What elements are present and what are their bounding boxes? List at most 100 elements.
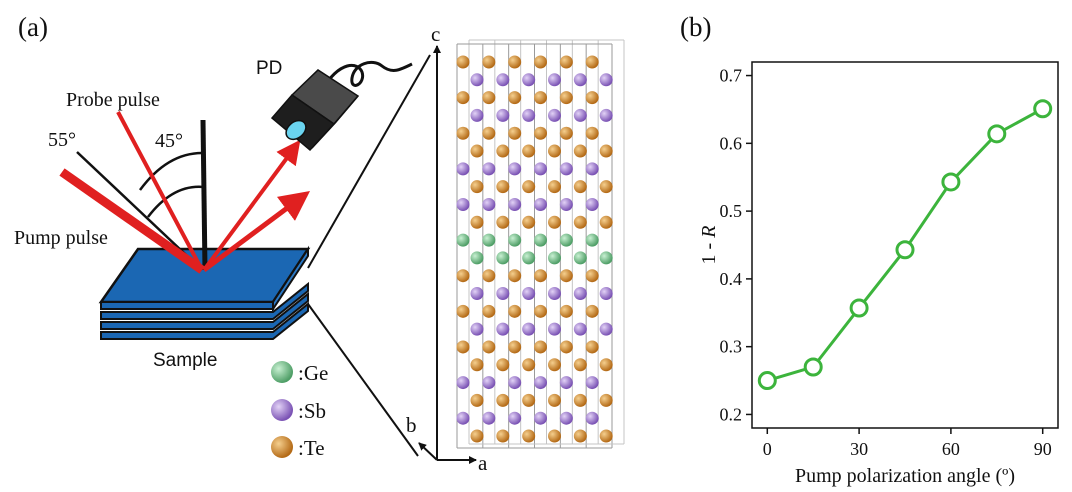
y-axis-label-variable: R — [698, 226, 720, 239]
chart-ticks: 0 30 60 90 0.2 0.3 0.4 0.5 0.6 0.7 — [720, 66, 1052, 459]
ge-atom — [456, 233, 470, 247]
sb-atom — [559, 411, 573, 425]
te-atom — [482, 304, 496, 318]
sb-atom — [508, 197, 522, 211]
y-axis-label-prefix: 1 - — [698, 238, 720, 265]
te-atom — [508, 340, 522, 354]
sb-atom — [573, 287, 587, 301]
te-atom — [496, 144, 510, 158]
te-atom — [534, 55, 547, 69]
te-atom — [548, 393, 561, 407]
sb-atom — [548, 108, 561, 122]
te-atom — [496, 393, 510, 407]
ge-atom — [496, 251, 510, 265]
te-atom — [522, 215, 536, 229]
ge-atom — [585, 233, 599, 247]
sb-atom — [599, 108, 613, 122]
sb-atom — [573, 108, 587, 122]
angle-arc-45 — [138, 151, 205, 191]
te-atom — [573, 429, 587, 443]
data-point — [803, 357, 823, 377]
sb-atom — [559, 376, 573, 390]
te-atom — [456, 126, 470, 140]
legend-sb-label: :Sb — [298, 399, 326, 423]
te-atom — [456, 55, 470, 69]
ge-atom — [508, 233, 522, 247]
sb-atom — [470, 287, 484, 301]
te-atom — [508, 269, 522, 283]
te-atom — [496, 429, 510, 443]
sb-atom — [585, 162, 599, 176]
te-atom — [482, 340, 496, 354]
plot-frame — [751, 61, 1059, 429]
photodetector — [270, 61, 413, 152]
te-atom — [522, 144, 536, 158]
te-atom — [534, 269, 547, 283]
sb-atom — [522, 287, 536, 301]
data-point — [895, 240, 915, 260]
sb-atom — [548, 73, 561, 87]
data-point — [987, 124, 1007, 144]
y-axis-label: 1 - R — [698, 226, 720, 265]
y-tick-label: 0.3 — [720, 337, 743, 357]
te-atom — [599, 144, 613, 158]
te-atom — [585, 91, 599, 105]
sb-atom — [534, 162, 547, 176]
te-atom — [559, 55, 573, 69]
te-atom — [559, 304, 573, 318]
sb-atom — [599, 322, 613, 336]
te-atom — [548, 215, 561, 229]
y-tick-label: 0.2 — [720, 404, 743, 424]
te-atom — [559, 91, 573, 105]
te-atom — [599, 429, 613, 443]
surface-normal — [200, 119, 208, 271]
panel-b-chart: (b) 0 30 60 90 0.2 0.3 0.4 0.5 0.6 0.7 Pump polar… — [680, 12, 1059, 487]
te-atom — [573, 358, 587, 372]
sb-atom — [470, 73, 484, 87]
sb-atom — [534, 197, 547, 211]
sb-atom — [585, 411, 599, 425]
te-atom — [470, 393, 484, 407]
panel-b-label: (b) — [680, 12, 711, 42]
sb-atom — [522, 73, 536, 87]
crystal-structure — [456, 39, 625, 449]
sb-atom — [573, 73, 587, 87]
sb-atom — [496, 287, 510, 301]
te-atom — [496, 180, 510, 194]
crystal-axes — [418, 45, 477, 464]
panel-a-schematic: (a) Probe pulse Pump pulse 55° 45° PD Sa… — [14, 12, 625, 475]
x-tick-label: 30 — [850, 439, 868, 459]
sb-atom — [508, 162, 522, 176]
sb-atom — [482, 411, 496, 425]
te-atom — [573, 393, 587, 407]
angle-arc-55 — [147, 185, 205, 218]
legend-ge-label: :Ge — [298, 361, 328, 385]
a-axis-label: a — [478, 451, 488, 475]
te-atom — [470, 215, 484, 229]
sample-label: Sample — [153, 350, 217, 371]
te-atom — [548, 429, 561, 443]
sb-atom — [522, 108, 536, 122]
x-tick-label: 0 — [763, 439, 772, 459]
te-atom — [496, 358, 510, 372]
data-point — [1033, 99, 1053, 119]
te-atom — [456, 304, 470, 318]
sb-atom — [496, 73, 510, 87]
sb-atom — [534, 376, 547, 390]
sb-atom — [534, 411, 547, 425]
b-axis-label: b — [406, 413, 417, 437]
b-axis — [418, 442, 438, 461]
te-atom — [585, 269, 599, 283]
te-atom — [470, 358, 484, 372]
zoom-line-bottom — [307, 303, 419, 457]
probe-pulse-label: Probe pulse — [66, 89, 160, 111]
legend-sb-atom — [271, 399, 293, 421]
legend-te-label: :Te — [298, 436, 325, 460]
y-tick-label: 0.6 — [720, 133, 743, 153]
sb-atom — [470, 322, 484, 336]
sb-atom — [599, 73, 613, 87]
sb-atom — [585, 197, 599, 211]
sb-atom — [508, 376, 522, 390]
te-atom — [573, 215, 587, 229]
